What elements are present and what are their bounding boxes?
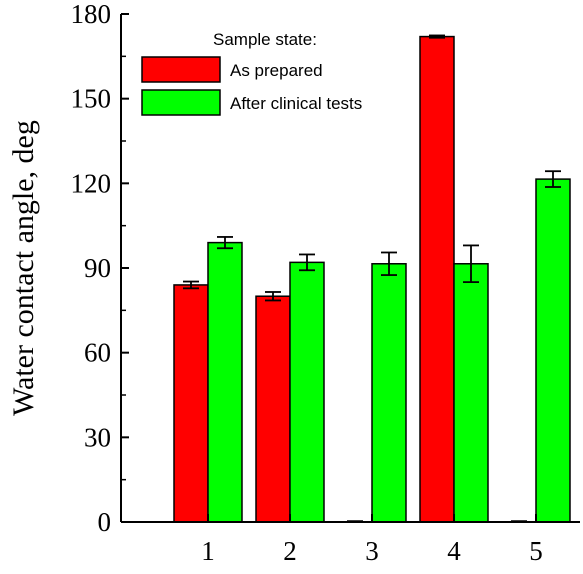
x-tick-label-2: 2	[283, 536, 297, 566]
legend-label-after-clinical: After clinical tests	[230, 94, 362, 113]
bar-as-prepared-4	[419, 35, 455, 523]
x-tick-label-1: 1	[201, 536, 215, 566]
error-bar-as-prepared-1	[183, 280, 199, 290]
error-bar-after-clinical-tests-2	[299, 253, 315, 272]
y-tick-label-150: 150	[71, 84, 112, 114]
bar-as-prepared-1	[173, 284, 209, 523]
x-tick-label-5: 5	[529, 536, 543, 566]
bar-as-prepared-2	[255, 295, 291, 523]
error-bar-after-clinical-tests-3	[381, 251, 397, 276]
y-tick-label-120: 120	[71, 168, 112, 198]
legend-swatch-after-clinical	[141, 89, 221, 116]
legend: Sample state: As prepared After clinical…	[141, 30, 362, 116]
error-bar-as-prepared-2	[265, 291, 281, 302]
legend-swatch-as-prepared	[141, 56, 221, 83]
bar-after-clinical-tests-3	[371, 263, 407, 523]
legend-label-as-prepared: As prepared	[230, 61, 323, 80]
error-bar-as-prepared-4	[429, 34, 445, 39]
y-axis-label: Water contact angle, deg	[7, 120, 40, 416]
x-tick-label-3: 3	[365, 536, 379, 566]
bar-after-clinical-tests-1	[207, 241, 243, 523]
y-tick-label-0: 0	[98, 507, 112, 537]
y-ticks: 0 30 60 90 120 150 180	[71, 0, 129, 537]
y-tick-label-90: 90	[84, 253, 111, 283]
bar-after-clinical-tests-4	[453, 263, 489, 523]
legend-title: Sample state:	[213, 30, 317, 49]
bar-after-clinical-tests-2	[289, 261, 325, 523]
error-bar-after-clinical-tests-4	[463, 244, 479, 284]
x-ticks: 1 2 3 4 5	[201, 514, 543, 566]
y-tick-label-180: 180	[71, 0, 112, 29]
plot-area	[173, 34, 571, 523]
y-tick-label-30: 30	[84, 422, 111, 452]
y-tick-label-60: 60	[84, 338, 111, 368]
error-bar-after-clinical-tests-1	[217, 236, 233, 250]
error-bar-after-clinical-tests-5	[545, 170, 561, 188]
x-tick-label-4: 4	[447, 536, 461, 566]
bar-after-clinical-tests-5	[535, 178, 571, 523]
